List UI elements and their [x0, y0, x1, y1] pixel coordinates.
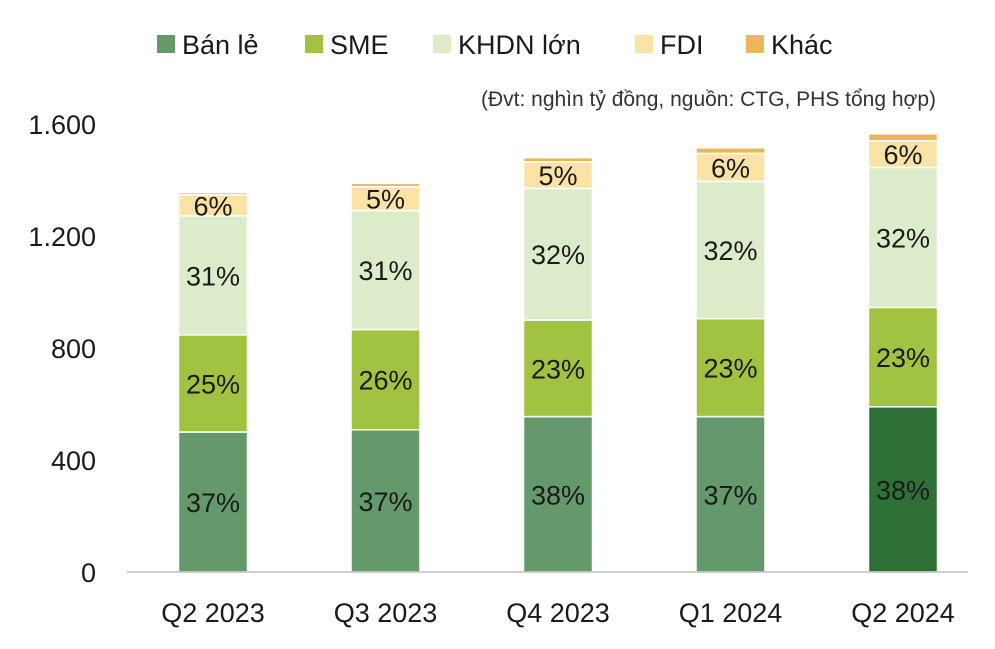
bar-segment-ban-le-q2-2024 — [867, 406, 939, 573]
data-label-khdn-lon-q4-2023: 32% — [531, 240, 585, 270]
legend-label-fdi: FDI — [660, 30, 704, 60]
bar-segment-khdn-lon-q1-2024 — [695, 180, 766, 320]
data-label-fdi-q2-2023: 6% — [193, 191, 232, 221]
source-note: (Đvt: nghìn tỷ đồng, nguồn: CTG, PHS tổn… — [481, 88, 936, 111]
x-tick-label-q1-2024: Q1 2024 — [679, 598, 783, 628]
x-tick-label-q3-2023: Q3 2023 — [334, 598, 438, 628]
bar-segment-khac-q2-2024 — [867, 133, 939, 142]
bars: 37%25%31%6%37%26%31%5%38%23%32%5%37%23%3… — [177, 133, 939, 573]
y-tick-label-1200: 1.200 — [28, 222, 96, 252]
bar-stack-q2-2024: 38% 23% 32% 6% — [867, 133, 939, 573]
bar-segment-sme-q2-2023 — [177, 334, 249, 433]
x-tick-label-q2-2024: Q2 2024 — [851, 598, 955, 628]
legend-label-ban-le: Bán lẻ — [182, 30, 259, 60]
data-label-khdn-lon-q2-2024: 32% — [876, 223, 930, 253]
data-label-fdi-q2-2024: 6% — [883, 140, 922, 170]
bar-segment-fdi-q4-2023 — [522, 161, 594, 190]
legend-swatch-fdi — [635, 35, 653, 53]
legend-label-khac: Khác — [771, 30, 833, 60]
data-label-khdn-lon-q2-2023: 31% — [186, 261, 240, 291]
x-tick-label-q2-2023: Q2 2023 — [161, 598, 265, 628]
bar-stack-q1-2024: 37% 23% 32% 6% — [695, 147, 766, 573]
data-label-fdi-q4-2023: 5% — [538, 161, 577, 191]
bar-stack-q2-2023: 37% 25% 31% 6% — [177, 191, 249, 573]
bar-segment-ban-le-q2-2023 — [177, 431, 249, 573]
bar-segment-khdn-lon-q3-2023 — [350, 209, 421, 331]
legend: Bán lẻ SME KHDN lớn FDI Khác — [157, 30, 833, 60]
bar-segment-khdn-lon-q4-2023 — [522, 187, 594, 321]
bar-segment-ban-le-q4-2023 — [522, 415, 594, 573]
data-label-sme-q4-2023: 23% — [531, 354, 585, 384]
data-label-sme-q2-2023: 25% — [186, 369, 240, 399]
y-tick-label-800: 800 — [51, 334, 96, 364]
legend-label-khdn-lon: KHDN lớn — [458, 30, 581, 60]
data-label-khdn-lon-q1-2024: 32% — [703, 236, 757, 266]
bar-stack-q3-2023: 37% 26% 31% 5% — [350, 182, 421, 573]
legend-item-fdi: FDI — [635, 30, 704, 60]
data-label-ban-le-q1-2024: 37% — [703, 480, 757, 510]
bar-segment-khac-q2-2023 — [177, 191, 249, 196]
y-axis: 0 400 800 1.200 1.600 — [28, 110, 96, 588]
data-label-ban-le-q4-2023: 38% — [531, 480, 585, 510]
x-axis: Q2 2023 Q3 2023 Q4 2023 Q1 2024 Q2 2024 — [161, 598, 955, 628]
x-tick-label-q4-2023: Q4 2023 — [506, 598, 610, 628]
bar-segment-khac-q4-2023 — [522, 156, 594, 163]
legend-item-sme: SME — [305, 30, 389, 60]
y-tick-label-0: 0 — [81, 558, 96, 588]
bar-segment-sme-q4-2023 — [522, 319, 594, 418]
bar-segment-khac-q1-2024 — [695, 147, 766, 155]
bar-segment-sme-q2-2024 — [867, 306, 939, 408]
y-tick-label-400: 400 — [51, 446, 96, 476]
data-label-sme-q3-2023: 26% — [358, 366, 412, 396]
bar-segment-fdi-q1-2024 — [695, 152, 766, 183]
data-label-sme-q2-2024: 23% — [876, 343, 930, 373]
data-label-ban-le-q3-2023: 37% — [358, 487, 412, 517]
legend-item-ban-le: Bán lẻ — [157, 30, 259, 60]
bar-segment-khac-q3-2023 — [350, 182, 421, 188]
legend-item-khdn-lon: KHDN lớn — [433, 30, 581, 60]
bar-segment-ban-le-q1-2024 — [695, 415, 766, 573]
data-label-khdn-lon-q3-2023: 31% — [358, 256, 412, 286]
data-label-ban-le-q2-2023: 37% — [186, 488, 240, 518]
legend-swatch-khdn-lon — [433, 35, 451, 53]
data-label-fdi-q1-2024: 6% — [711, 153, 750, 183]
bar-segment-sme-q3-2023 — [350, 328, 421, 431]
data-label-ban-le-q2-2024: 38% — [876, 475, 930, 505]
data-label-sme-q1-2024: 23% — [703, 354, 757, 384]
bar-stack-q4-2023: 38% 23% 32% 5% — [522, 156, 594, 573]
legend-swatch-khac — [746, 35, 764, 53]
legend-label-sme: SME — [330, 30, 389, 60]
legend-swatch-sme — [305, 35, 323, 53]
y-tick-label-1600: 1.600 — [28, 110, 96, 140]
legend-swatch-ban-le — [157, 35, 175, 53]
data-label-fdi-q3-2023: 5% — [366, 185, 405, 215]
bar-segment-khdn-lon-q2-2024 — [867, 166, 939, 309]
legend-item-khac: Khác — [746, 30, 833, 60]
